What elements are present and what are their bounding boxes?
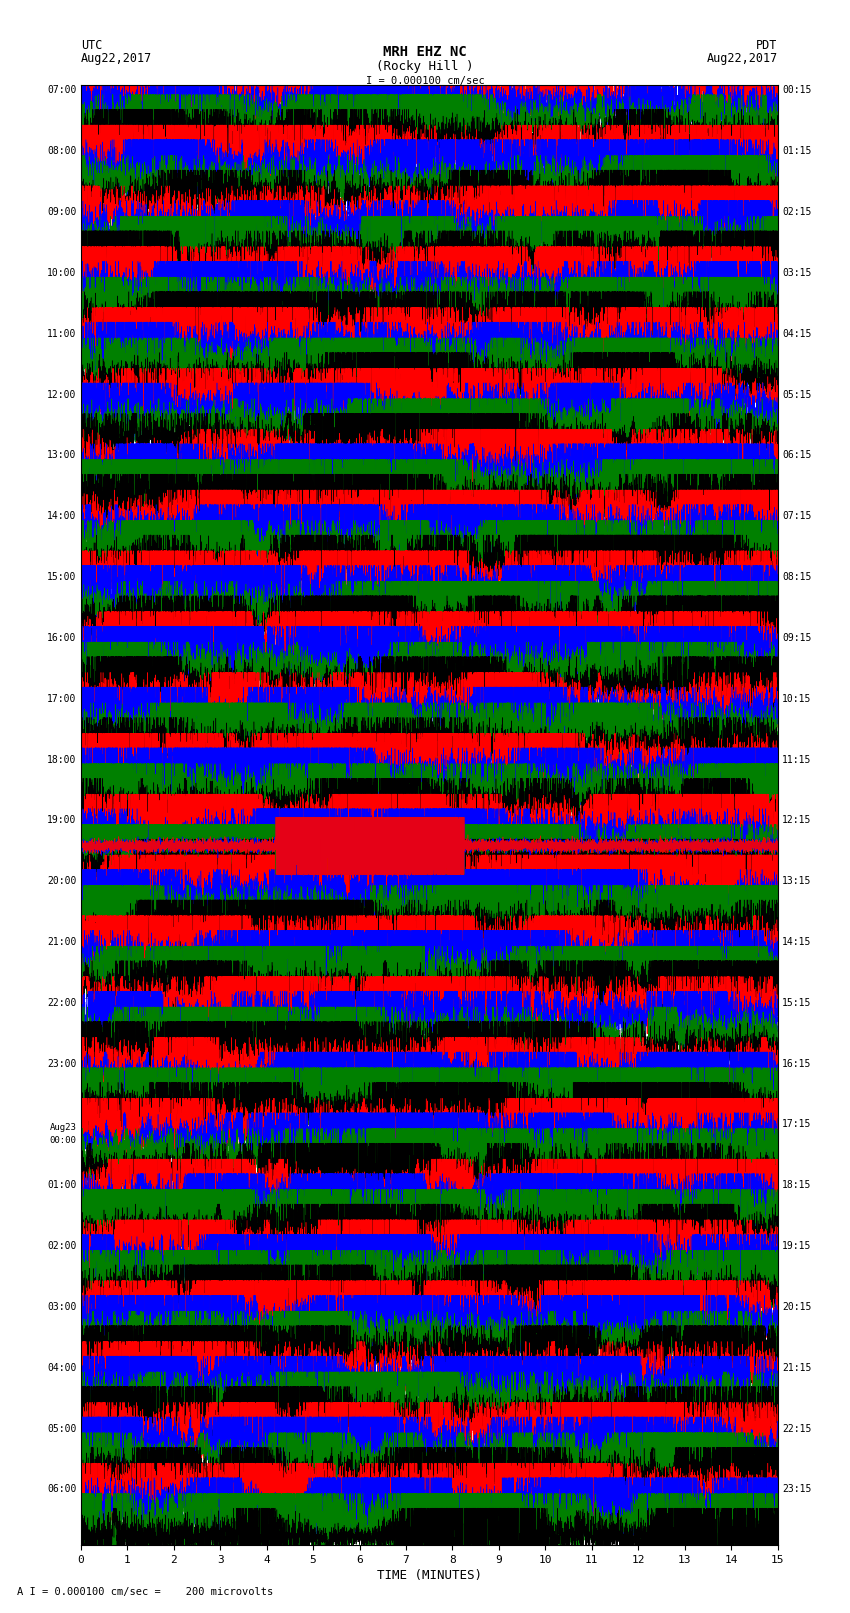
Text: Aug22,2017: Aug22,2017: [81, 52, 152, 65]
Text: PDT: PDT: [756, 39, 778, 52]
Text: 18:15: 18:15: [782, 1181, 812, 1190]
Text: 03:00: 03:00: [47, 1302, 76, 1311]
Text: 10:15: 10:15: [782, 694, 812, 703]
Text: 23:00: 23:00: [47, 1058, 76, 1069]
Text: 11:00: 11:00: [47, 329, 76, 339]
Text: 14:00: 14:00: [47, 511, 76, 521]
Text: UTC: UTC: [81, 39, 102, 52]
Text: 20:00: 20:00: [47, 876, 76, 886]
Text: 12:00: 12:00: [47, 390, 76, 400]
Text: 09:15: 09:15: [782, 632, 812, 644]
Text: 15:15: 15:15: [782, 998, 812, 1008]
Text: Aug23: Aug23: [49, 1123, 76, 1132]
Text: 08:15: 08:15: [782, 573, 812, 582]
Text: 10:00: 10:00: [47, 268, 76, 277]
Text: 05:15: 05:15: [782, 390, 812, 400]
Text: 04:15: 04:15: [782, 329, 812, 339]
Text: 08:00: 08:00: [47, 147, 76, 156]
Text: 21:00: 21:00: [47, 937, 76, 947]
Text: MRH EHZ NC: MRH EHZ NC: [383, 45, 467, 58]
Text: 20:15: 20:15: [782, 1302, 812, 1311]
Text: 13:15: 13:15: [782, 876, 812, 886]
Text: 00:15: 00:15: [782, 85, 812, 95]
Text: 00:00: 00:00: [49, 1136, 76, 1145]
Text: 02:00: 02:00: [47, 1240, 76, 1252]
Text: 09:00: 09:00: [47, 206, 76, 218]
Text: 12:15: 12:15: [782, 816, 812, 826]
Text: 07:00: 07:00: [47, 85, 76, 95]
Text: 22:00: 22:00: [47, 998, 76, 1008]
Text: Aug22,2017: Aug22,2017: [706, 52, 778, 65]
Text: 14:15: 14:15: [782, 937, 812, 947]
Text: 11:15: 11:15: [782, 755, 812, 765]
Text: 13:00: 13:00: [47, 450, 76, 460]
Text: 06:00: 06:00: [47, 1484, 76, 1494]
Text: 19:00: 19:00: [47, 816, 76, 826]
Text: 22:15: 22:15: [782, 1424, 812, 1434]
Text: 19:15: 19:15: [782, 1240, 812, 1252]
Text: 07:15: 07:15: [782, 511, 812, 521]
Text: 01:15: 01:15: [782, 147, 812, 156]
Text: A I = 0.000100 cm/sec =    200 microvolts: A I = 0.000100 cm/sec = 200 microvolts: [17, 1587, 273, 1597]
Text: 15:00: 15:00: [47, 573, 76, 582]
Text: 03:15: 03:15: [782, 268, 812, 277]
Text: 16:00: 16:00: [47, 632, 76, 644]
Text: 01:00: 01:00: [47, 1181, 76, 1190]
X-axis label: TIME (MINUTES): TIME (MINUTES): [377, 1569, 482, 1582]
Text: 02:15: 02:15: [782, 206, 812, 218]
Text: 17:15: 17:15: [782, 1119, 812, 1129]
Text: 17:00: 17:00: [47, 694, 76, 703]
Text: I = 0.000100 cm/sec: I = 0.000100 cm/sec: [366, 76, 484, 85]
Text: 21:15: 21:15: [782, 1363, 812, 1373]
Text: 23:15: 23:15: [782, 1484, 812, 1494]
Text: (Rocky Hill ): (Rocky Hill ): [377, 60, 473, 73]
Text: 16:15: 16:15: [782, 1058, 812, 1069]
Text: 05:00: 05:00: [47, 1424, 76, 1434]
Text: 04:00: 04:00: [47, 1363, 76, 1373]
Text: 18:00: 18:00: [47, 755, 76, 765]
Text: 06:15: 06:15: [782, 450, 812, 460]
